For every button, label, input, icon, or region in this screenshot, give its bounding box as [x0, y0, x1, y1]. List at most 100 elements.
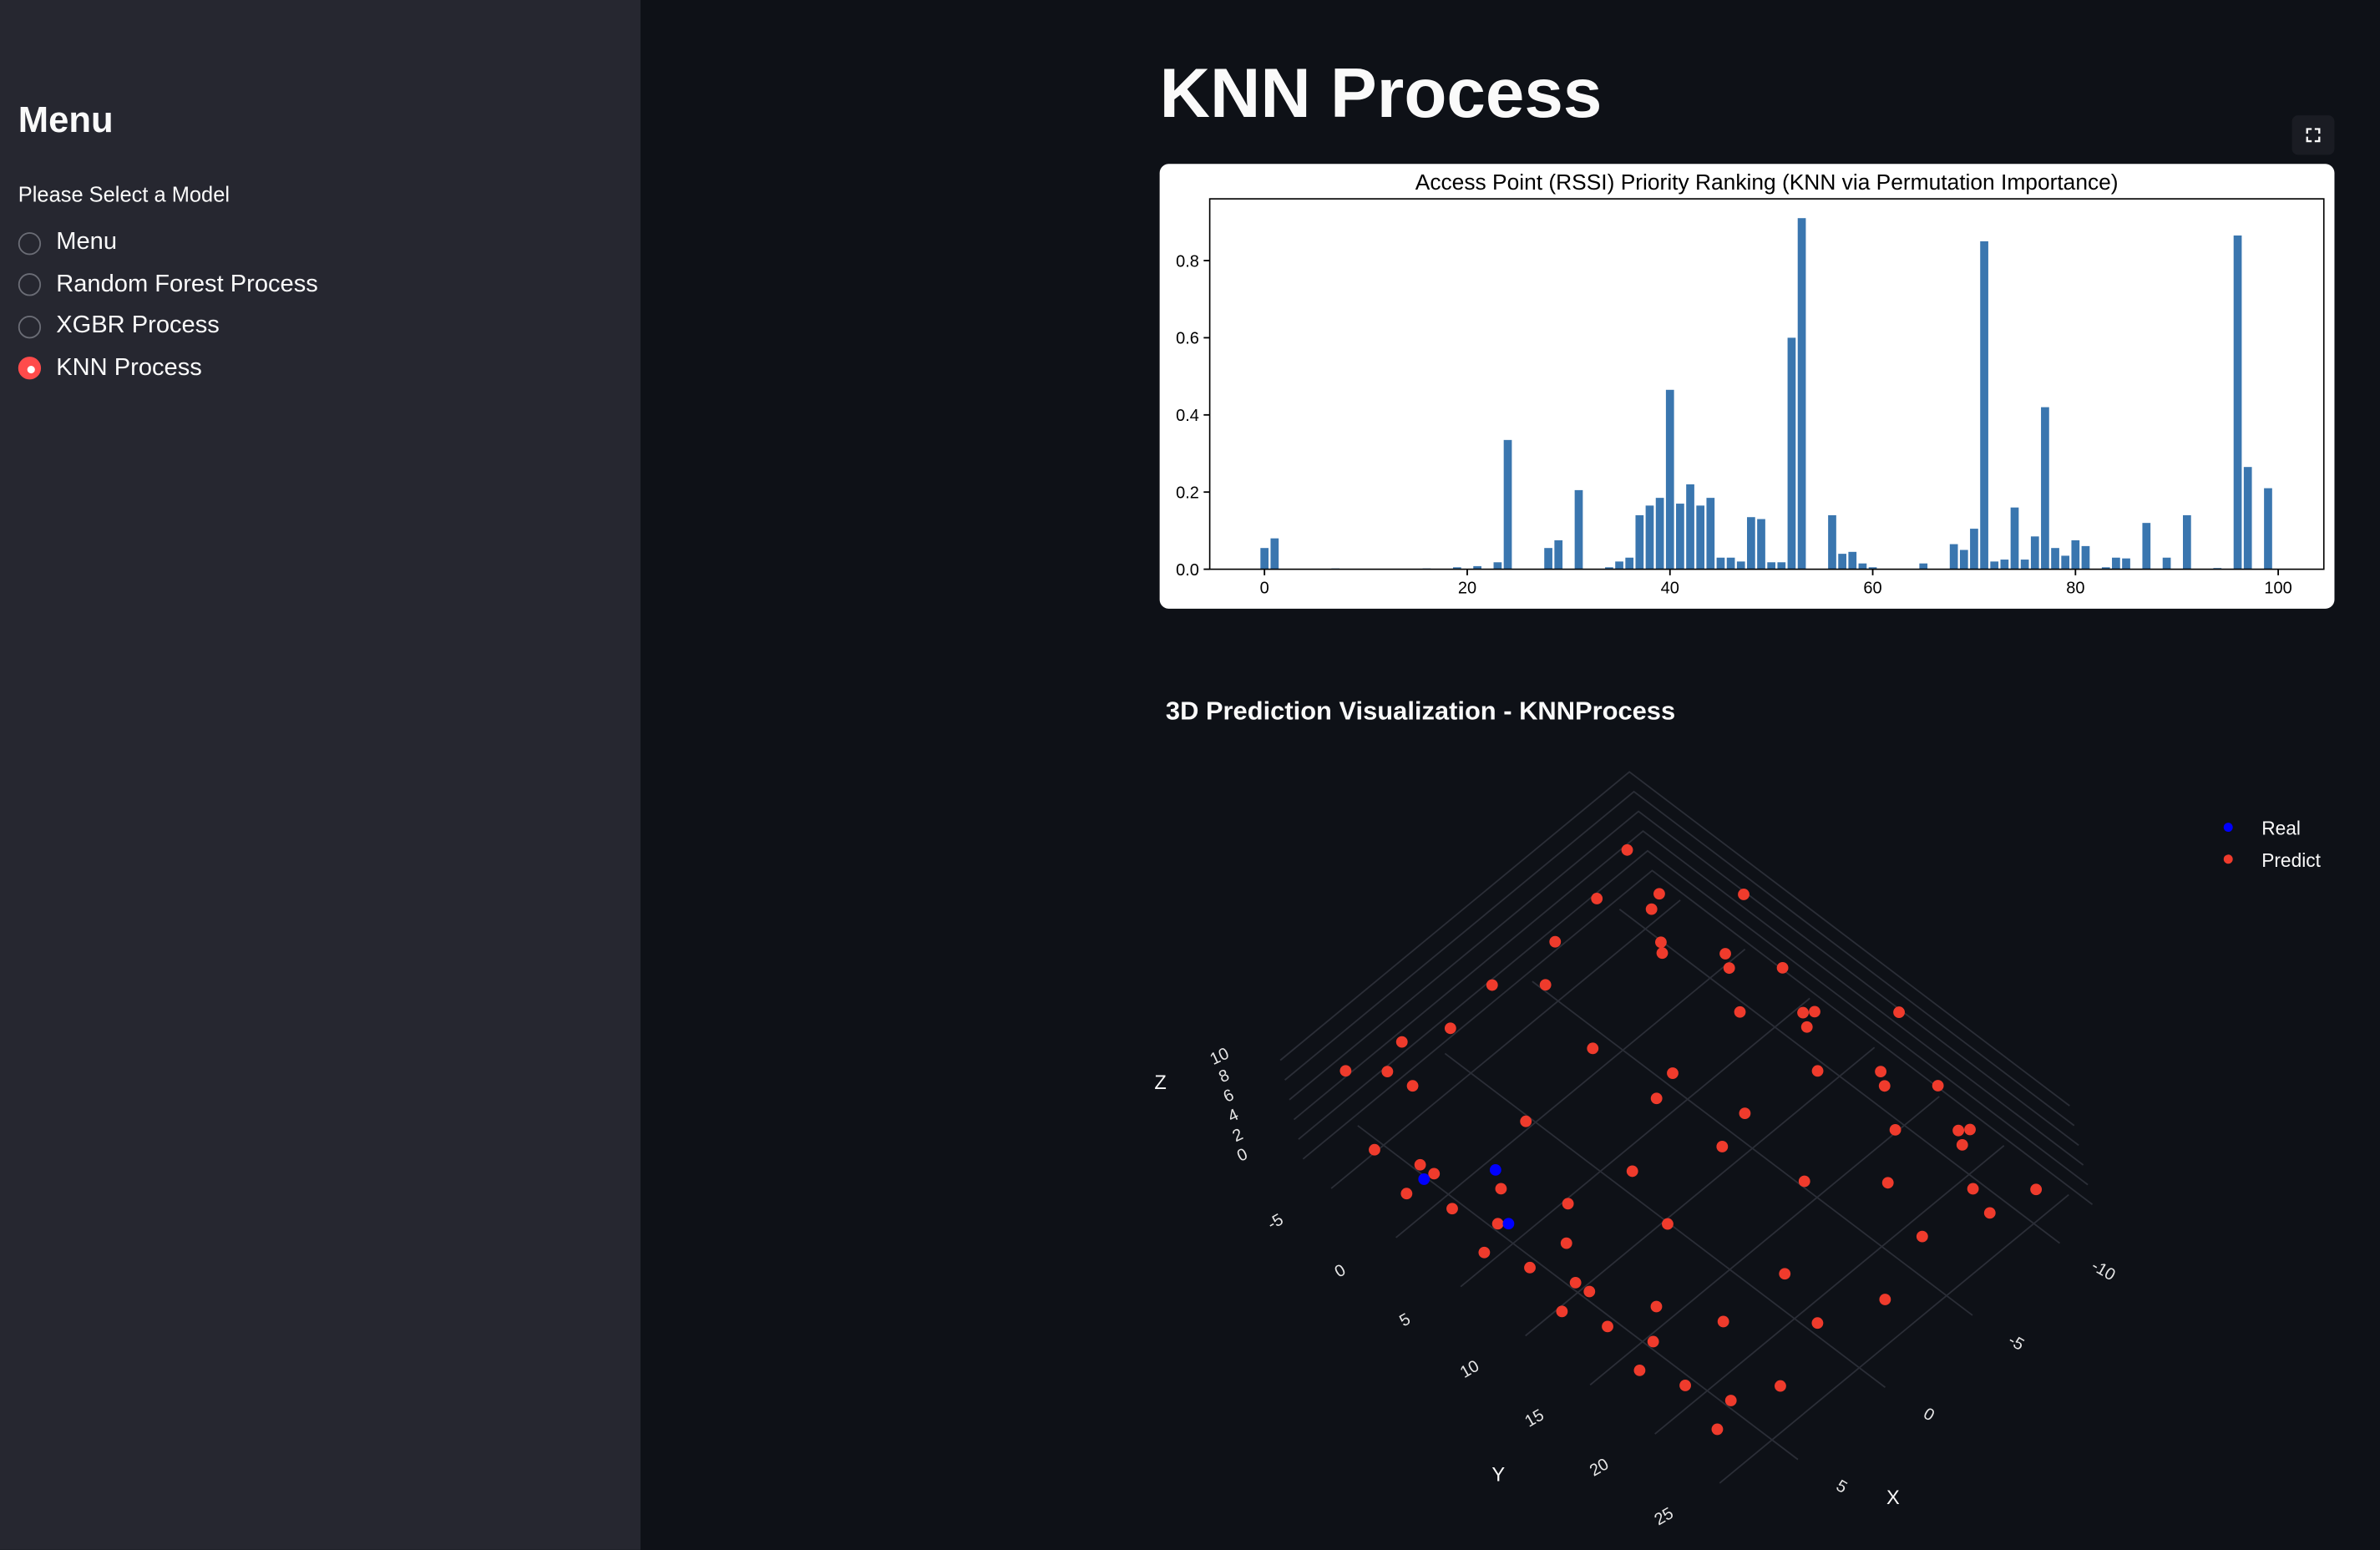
bar [1716, 557, 1725, 570]
y-tick-label: 20 [1587, 1455, 1612, 1480]
x-tick-label: 40 [1661, 580, 1679, 598]
radio-prompt: Please Select a Model [18, 182, 230, 207]
data-point [1798, 1175, 1810, 1188]
data-point [1560, 1237, 1572, 1249]
bar [1767, 562, 1776, 570]
bar [1645, 505, 1654, 570]
radio-label[interactable]: Random Forest Process [56, 271, 318, 297]
x-tick-label: 5 [1833, 1477, 1851, 1497]
data-point [1776, 961, 1789, 974]
legend-marker [2223, 823, 2233, 833]
y-grid-line [1589, 1096, 1940, 1386]
radio-option[interactable]: KNN Process [18, 354, 202, 382]
data-point [1569, 1276, 1582, 1289]
y-grid-line [1330, 899, 1681, 1189]
bar [1686, 484, 1694, 570]
bar [1828, 514, 1836, 570]
data-point [1875, 1066, 1887, 1078]
data-point [1491, 1218, 1504, 1230]
radio-label[interactable]: XGBR Process [56, 312, 220, 339]
x-axis-title: X [1886, 1487, 1900, 1509]
data-point [1502, 1218, 1515, 1230]
bar [1787, 337, 1796, 570]
data-point [1797, 1006, 1809, 1019]
data-point [1932, 1080, 1944, 1092]
data-point [1655, 936, 1667, 949]
data-point [1800, 1021, 1813, 1033]
bar [1493, 562, 1502, 570]
fullscreen-button[interactable] [2291, 115, 2335, 155]
data-point [1667, 1067, 1679, 1079]
radio-option[interactable]: Random Forest Process [18, 271, 318, 298]
radio-option[interactable]: XGBR Process [18, 312, 220, 340]
data-point [1716, 1141, 1729, 1152]
data-point [1809, 1005, 1820, 1018]
radio-circle[interactable] [18, 231, 42, 255]
bar [1747, 517, 1755, 570]
data-point [1653, 888, 1665, 900]
data-point [1738, 889, 1750, 900]
y-tick-label: 0 [1332, 1261, 1350, 1282]
data-point [1811, 1065, 1824, 1077]
radio-circle[interactable] [18, 315, 42, 338]
bar [1959, 550, 1968, 570]
radio-label[interactable]: KNN Process [56, 354, 202, 381]
data-point [1395, 1036, 1408, 1048]
x-tick-label: 20 [1458, 580, 1476, 598]
y-grid-line [1719, 1193, 2069, 1484]
z-tick-label: 4 [1225, 1106, 1241, 1127]
bar [1696, 505, 1705, 570]
y-tick-label: 0.6 [1176, 330, 1199, 348]
data-point [1602, 1320, 1613, 1333]
data-point [1881, 1177, 1894, 1189]
z-grid-line [1302, 869, 2094, 1205]
data-point [1711, 1423, 1724, 1436]
data-point [1956, 1138, 1968, 1151]
bar [1797, 218, 1806, 570]
data-point [1626, 1165, 1638, 1178]
y-grid-line [1460, 997, 1810, 1288]
bar [1990, 561, 1999, 570]
data-point [1381, 1066, 1394, 1078]
data-point [1952, 1124, 1965, 1137]
x-tick-label: 60 [1863, 580, 1881, 598]
data-point [2030, 1183, 2043, 1196]
data-point [1662, 1218, 1674, 1230]
bar [2183, 514, 2191, 570]
bar [2020, 560, 2029, 570]
bar [1270, 538, 1279, 570]
bar [1980, 241, 1988, 570]
radio-option[interactable]: Menu [18, 229, 117, 256]
radio-label[interactable]: Menu [56, 229, 118, 256]
radio-circle[interactable] [18, 273, 42, 296]
bar [1868, 567, 1877, 570]
data-point [1524, 1261, 1536, 1274]
data-point [1400, 1188, 1413, 1200]
data-point [1679, 1380, 1691, 1391]
y-axis-title: Y [1491, 1465, 1505, 1487]
axes-frame [1208, 198, 2325, 570]
y-grid-line [1525, 1046, 1876, 1337]
z-grid-line [1279, 771, 2070, 1107]
data-point [1889, 1123, 1901, 1136]
z-tick-label: 2 [1230, 1125, 1246, 1146]
bar [2081, 545, 2090, 570]
bar [1503, 439, 1512, 570]
x-tick-label: 80 [2066, 580, 2084, 598]
z-tick-label: 8 [1216, 1066, 1232, 1087]
bar [1726, 557, 1735, 570]
data-point [1645, 903, 1658, 915]
data-point [1775, 1380, 1786, 1392]
data-point [1489, 1163, 1501, 1176]
bar [1676, 504, 1684, 570]
bar [2264, 488, 2272, 570]
bar [2071, 539, 2080, 570]
bar [1838, 554, 1846, 570]
data-point [1478, 1246, 1491, 1259]
z-grid-line [1289, 810, 2079, 1147]
data-point [1428, 1168, 1441, 1180]
data-point [1583, 1285, 1596, 1298]
radio-circle[interactable] [18, 357, 42, 380]
bar [2000, 560, 2009, 570]
